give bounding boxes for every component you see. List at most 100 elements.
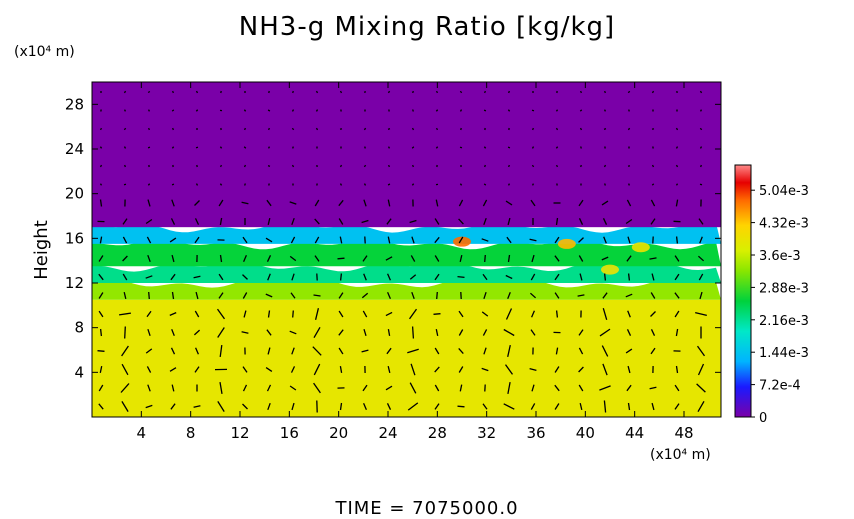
wind-vector (267, 310, 271, 318)
wind-vector (435, 109, 439, 112)
wind-vector (554, 255, 560, 262)
wind-vector (98, 403, 104, 410)
wind-vector (289, 201, 297, 205)
wind-vector (579, 109, 583, 112)
wind-vector (98, 292, 104, 299)
wind-vector (409, 382, 417, 394)
wind-vector (315, 127, 319, 131)
wind-vector (97, 350, 105, 352)
wind-vector (484, 164, 486, 168)
wind-vector (171, 146, 175, 149)
wind-vector (243, 109, 247, 112)
wind-vector (651, 90, 655, 94)
wind-vector (675, 183, 679, 186)
wind-vector (195, 347, 199, 355)
wind-vector (531, 254, 535, 263)
wind-vector (386, 347, 392, 355)
wind-vector (171, 254, 175, 263)
wind-vector (147, 199, 151, 207)
wind-vector (123, 291, 127, 300)
wind-vector (506, 236, 512, 244)
wind-vector (242, 366, 248, 373)
wind-vector (481, 238, 489, 242)
wind-vector (98, 310, 104, 318)
wind-vector (435, 90, 439, 94)
wind-vector (147, 384, 151, 392)
wind-vector (315, 90, 319, 94)
wind-vector (530, 273, 536, 281)
wind-vector (195, 109, 199, 112)
wind-vector (674, 273, 680, 281)
wind-vector (362, 310, 368, 318)
wind-vector (169, 367, 177, 372)
wind-vector (505, 274, 513, 280)
wind-vector (675, 199, 679, 207)
wind-vector (554, 292, 560, 299)
wind-vector (458, 199, 464, 207)
wind-vector (267, 165, 271, 167)
wind-vector (459, 183, 463, 186)
wind-vector (244, 183, 246, 186)
wind-vector (482, 329, 488, 336)
wind-vector (193, 275, 201, 279)
wind-vector (385, 385, 393, 391)
wind-vector (171, 183, 175, 186)
wind-vector (268, 127, 270, 131)
colorbar-tick-label: 5.04e-3 (759, 184, 809, 199)
colorbar-tick-label: 4.32e-3 (759, 217, 809, 232)
wind-vector (312, 346, 322, 356)
wind-vector (218, 199, 224, 207)
wind-vector (697, 400, 705, 413)
wind-vector (459, 254, 463, 263)
wind-vector (268, 146, 270, 149)
wind-vector (169, 312, 177, 316)
wind-vector (724, 92, 726, 93)
wind-vector (339, 365, 343, 374)
wind-vector (289, 255, 297, 262)
wind-vector (267, 347, 271, 355)
wind-vector (338, 218, 344, 225)
x-tick-label: 24 (378, 424, 397, 442)
wind-vector (361, 219, 369, 224)
wind-vector (266, 255, 272, 262)
wind-vector (675, 164, 679, 168)
wind-vector (242, 236, 248, 244)
wind-vector (387, 128, 391, 130)
wind-vector (243, 310, 247, 318)
wind-vector (579, 402, 583, 411)
wind-vector (434, 403, 440, 410)
wind-vector (170, 347, 176, 355)
wind-vector (458, 366, 464, 373)
wind-vector (314, 199, 320, 207)
wind-vector (170, 273, 176, 281)
wind-vector (148, 109, 150, 112)
wind-vector (193, 329, 201, 336)
wind-vector (363, 127, 367, 131)
wind-vector (602, 363, 608, 376)
wind-vector (362, 255, 368, 262)
wind-vector (531, 310, 535, 318)
wind-vector (674, 255, 680, 262)
wind-vector (411, 183, 415, 186)
wind-vector (554, 236, 560, 244)
wind-vector (339, 236, 343, 244)
y-tick-label: 20 (65, 185, 84, 203)
wind-vector (171, 109, 175, 112)
wind-vector (290, 366, 296, 373)
wind-vector (555, 310, 559, 318)
wind-vector (364, 146, 366, 149)
wind-vector (339, 90, 343, 94)
wind-vector (458, 347, 464, 355)
wind-vector (219, 146, 223, 149)
wind-vector (435, 146, 439, 149)
wind-vector (291, 109, 295, 112)
wind-vector (124, 109, 126, 112)
wind-vector (411, 236, 415, 244)
wind-vector (699, 127, 703, 131)
wind-vector (627, 127, 631, 131)
wind-vector (604, 109, 606, 112)
wind-vector (387, 273, 391, 281)
x-tick-label: 16 (280, 424, 299, 442)
wind-vector (627, 90, 631, 94)
